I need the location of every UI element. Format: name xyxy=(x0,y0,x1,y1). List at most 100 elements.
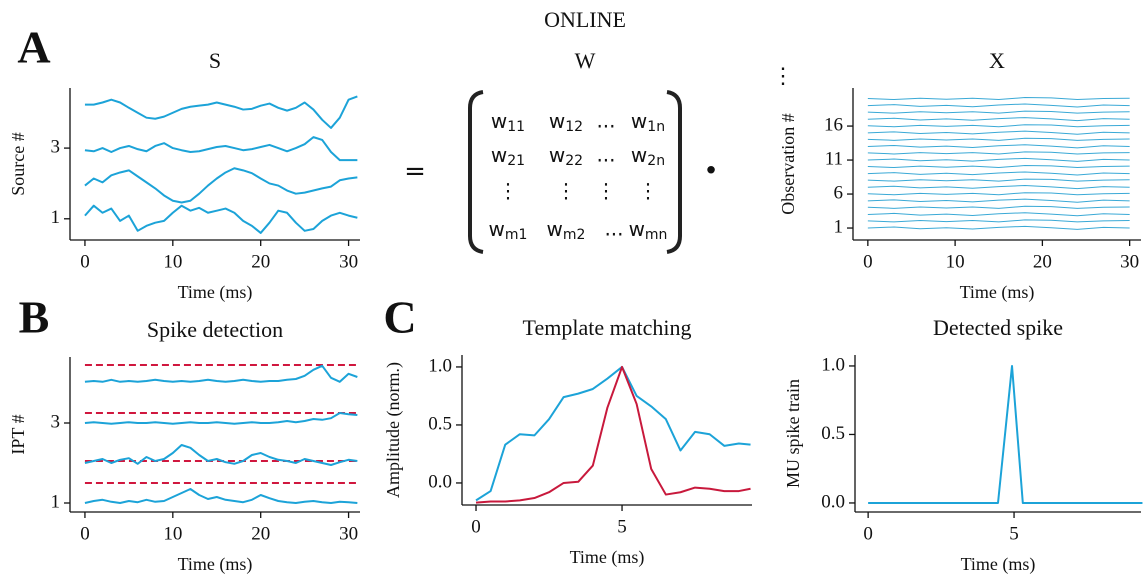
matrix-subscript: 1n xyxy=(647,119,665,135)
matrix-subscript: 22 xyxy=(565,153,583,169)
panel-label: C xyxy=(383,292,416,343)
matrix-entry: wm1 xyxy=(489,217,528,244)
data-line xyxy=(867,165,1130,169)
y-axis-label: Observation # xyxy=(778,113,798,214)
matrix-entry: ... xyxy=(596,143,615,167)
data-line xyxy=(867,124,1130,128)
y-tick-label: 6 xyxy=(834,182,844,203)
x-axis-label: Time (ms) xyxy=(178,282,253,303)
data-line xyxy=(867,178,1130,182)
matrix-subscript: 21 xyxy=(507,153,525,169)
data-line xyxy=(84,364,358,383)
matrix-symbol: w xyxy=(631,109,647,133)
figure-title: ONLINE xyxy=(544,7,626,32)
x-tick-label: 0 xyxy=(80,251,90,272)
data-line xyxy=(867,151,1130,155)
chart-title: Spike detection xyxy=(147,317,283,342)
matrix-entry: w22 xyxy=(549,143,583,170)
data-line xyxy=(867,205,1130,209)
y-tick-label: 11 xyxy=(825,148,843,169)
data-line xyxy=(867,144,1130,149)
matrix-entry: w21 xyxy=(491,143,525,170)
x-axis-label: Time (ms) xyxy=(178,554,253,575)
matrix-subscript: mn xyxy=(645,227,668,243)
data-line xyxy=(867,212,1130,217)
data-line xyxy=(84,95,358,129)
equals-sign: = xyxy=(404,157,426,187)
data-line xyxy=(475,365,751,504)
y-tick-label: 1.0 xyxy=(428,355,452,376)
x-tick-label: 10 xyxy=(946,251,965,272)
matrix-entry: w12 xyxy=(549,109,583,136)
matrix-bracket xyxy=(666,90,682,254)
y-tick-label: 0.0 xyxy=(428,471,452,492)
matrix-symbol: w xyxy=(549,109,565,133)
x-tick-label: 10 xyxy=(163,251,182,272)
matrix-title: W xyxy=(575,48,596,73)
matrix-subscript: 2n xyxy=(647,153,665,169)
data-line xyxy=(867,225,1130,230)
panel-label: B xyxy=(19,292,50,343)
x-axis-label: Time (ms) xyxy=(960,282,1035,303)
matrix-entry: ⋮ xyxy=(556,179,576,203)
data-line xyxy=(84,412,358,425)
y-tick-label: 1 xyxy=(51,207,61,228)
x-tick-label: 0 xyxy=(80,523,90,544)
matrix-symbol: w xyxy=(491,143,507,167)
x-tick-label: 0 xyxy=(471,516,481,537)
matrix-subscript: m2 xyxy=(563,227,586,243)
matrix-symbol: w xyxy=(631,143,647,167)
matrix-symbol: w xyxy=(549,143,565,167)
data-line xyxy=(867,192,1130,196)
matrix-entry: wmn xyxy=(629,217,668,244)
x-tick-label: 30 xyxy=(1120,251,1139,272)
y-tick-label: 1 xyxy=(51,491,61,512)
matrix-symbol: w xyxy=(491,109,507,133)
data-line xyxy=(475,365,751,502)
data-line xyxy=(867,130,1130,135)
data-line xyxy=(868,364,1143,504)
y-axis-label: Source # xyxy=(8,132,28,195)
x-tick-label: 0 xyxy=(863,251,873,272)
data-line xyxy=(867,185,1130,190)
x-tick-label: 5 xyxy=(617,516,627,537)
x-axis-label: Time (ms) xyxy=(570,547,645,568)
matrix-entry: w11 xyxy=(491,109,525,136)
y-tick-label: 0.0 xyxy=(821,491,845,512)
y-tick-label: 16 xyxy=(824,114,843,135)
matrix-entry: w1n xyxy=(631,109,665,136)
matrix-symbol: w xyxy=(547,217,563,241)
y-tick-label: 3 xyxy=(51,411,61,432)
x-tick-label: 0 xyxy=(863,523,873,544)
matrix-symbol: w xyxy=(629,217,645,241)
data-line xyxy=(867,97,1130,101)
y-axis-label: MU spike train xyxy=(783,379,803,488)
matrix-entry: ... xyxy=(604,217,623,241)
matrix-entry: w2n xyxy=(631,143,665,170)
chart-title: S xyxy=(209,48,221,73)
x-tick-label: 20 xyxy=(1033,251,1052,272)
x-tick-label: 30 xyxy=(339,523,358,544)
data-line xyxy=(867,157,1130,162)
y-tick-label: 1.0 xyxy=(821,354,845,375)
data-line xyxy=(84,136,358,162)
axis-ellipsis: ⋮ xyxy=(772,63,794,88)
panel-label: A xyxy=(17,22,50,73)
data-line xyxy=(867,103,1130,108)
matrix-entry: ... xyxy=(596,109,615,133)
matrix-subscript: 11 xyxy=(507,119,525,135)
matrix-subscript: 12 xyxy=(565,119,583,135)
data-line xyxy=(867,198,1130,203)
matrix-entry: ⋮ xyxy=(638,179,658,203)
chart-title: Detected spike xyxy=(933,315,1063,340)
y-tick-label: 0.5 xyxy=(821,423,845,444)
x-tick-label: 30 xyxy=(339,251,358,272)
y-tick-label: 3 xyxy=(51,136,61,157)
matrix-entry: ⋮ xyxy=(498,179,518,203)
data-line xyxy=(84,488,358,504)
matrix-subscript: m1 xyxy=(505,227,528,243)
y-tick-label: 0.5 xyxy=(428,413,452,434)
chart-title: X xyxy=(989,48,1005,73)
